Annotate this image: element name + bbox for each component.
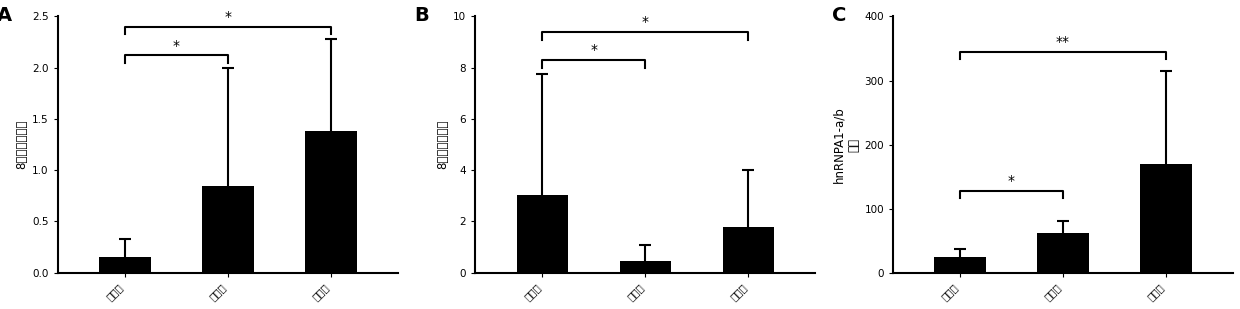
Bar <box>620 261 671 273</box>
Bar <box>99 257 150 273</box>
Y-axis label: hnRNPA1-a/b
比例: hnRNPA1-a/b 比例 <box>832 106 861 183</box>
Y-axis label: 8号外显子保留: 8号外显子保留 <box>436 120 449 169</box>
Text: **: ** <box>1056 35 1070 49</box>
Text: *: * <box>642 15 649 29</box>
Bar <box>934 257 986 273</box>
Bar <box>723 226 774 273</box>
Bar <box>1037 233 1089 273</box>
Text: *: * <box>1008 174 1016 188</box>
Bar <box>202 186 254 273</box>
Text: A: A <box>0 6 11 25</box>
Text: C: C <box>832 6 846 25</box>
Bar <box>1141 164 1192 273</box>
Text: B: B <box>414 6 429 25</box>
Text: *: * <box>172 39 180 53</box>
Y-axis label: 8号外显子跳跃: 8号外显子跳跃 <box>15 120 29 169</box>
Bar <box>305 131 357 273</box>
Text: *: * <box>590 44 598 57</box>
Bar <box>517 195 568 273</box>
Text: *: * <box>224 10 232 24</box>
